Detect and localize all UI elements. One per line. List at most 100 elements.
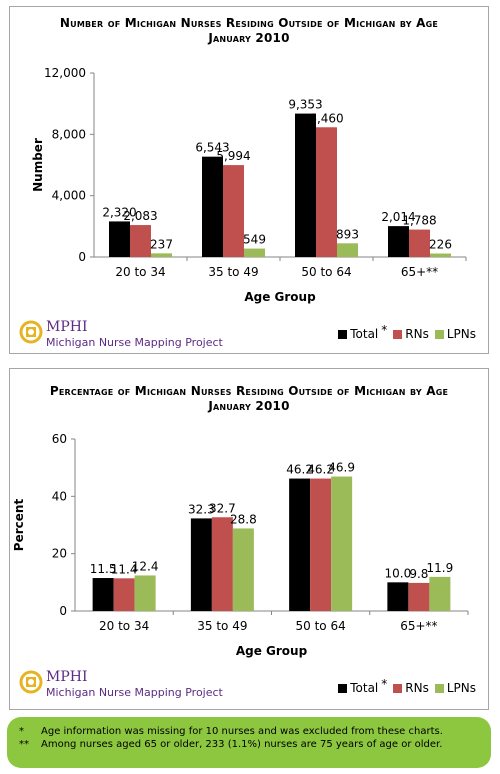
bar-total bbox=[388, 226, 409, 257]
chart-legend: Total * RNs LPNs bbox=[338, 677, 476, 696]
x-axis-label: Age Group bbox=[236, 644, 308, 658]
bar-lpns bbox=[232, 528, 254, 611]
x-tick-label: 35 to 49 bbox=[208, 265, 258, 279]
data-label: 5,994 bbox=[216, 149, 250, 163]
bar-total bbox=[190, 518, 212, 611]
data-label: 9,353 bbox=[288, 98, 322, 112]
data-label: 32.3 bbox=[188, 502, 215, 516]
chart-panel-number: Number of Michigan Nurses Residing Outsi… bbox=[9, 6, 489, 354]
legend-item-total: Total * bbox=[338, 323, 387, 341]
bar-rns bbox=[130, 225, 151, 257]
y-axis-label: Number bbox=[31, 138, 45, 192]
bar-lpns bbox=[151, 253, 172, 257]
y-tick-label: 40 bbox=[52, 489, 67, 503]
legend-label-lpns: LPNs bbox=[446, 327, 476, 341]
data-label: 10.0 bbox=[385, 566, 412, 580]
y-tick-label: 60 bbox=[52, 432, 67, 446]
legend-star: * bbox=[381, 323, 388, 337]
data-label: 11.5 bbox=[90, 562, 117, 576]
chart-percent: 0 20 40 60 Percent 11.511.412.4 20 to 34 32.332… bbox=[12, 432, 469, 658]
footnote-2: ** Among nurses aged 65 or older, 233 (1… bbox=[19, 738, 481, 751]
bar-lpns bbox=[337, 243, 358, 257]
x-tick-label: 35 to 49 bbox=[197, 619, 247, 633]
legend-item-lpns: LPNs bbox=[434, 327, 476, 341]
x-tick-label: 50 to 64 bbox=[301, 265, 351, 279]
bar-rns bbox=[223, 165, 244, 257]
y-tick-label: 0 bbox=[59, 604, 67, 618]
bar-lpns bbox=[429, 576, 451, 611]
legend-label-total: Total bbox=[350, 681, 379, 695]
bar-rns bbox=[409, 229, 430, 257]
chart-subtitle: January 2010 bbox=[208, 31, 290, 45]
data-label: 549 bbox=[243, 233, 266, 247]
data-label: 2,320 bbox=[102, 205, 136, 219]
logo-subtitle: Michigan Nurse Mapping Project bbox=[46, 336, 223, 349]
data-label: 11.4 bbox=[111, 562, 138, 576]
bar-total bbox=[295, 113, 316, 257]
legend-swatch-rns bbox=[393, 329, 403, 339]
logo-name: MPHI bbox=[46, 669, 88, 685]
bar-lpns bbox=[134, 575, 156, 611]
legend-item-lpns: LPNs bbox=[434, 681, 476, 695]
bar-total bbox=[387, 582, 409, 611]
data-label: 9.8 bbox=[409, 567, 428, 581]
x-axis-label: Age Group bbox=[244, 290, 316, 304]
bar-rns bbox=[113, 578, 135, 611]
bar-total bbox=[289, 478, 311, 611]
chart-legend: Total * RNs LPNs bbox=[338, 323, 476, 342]
legend-item-total: Total * bbox=[338, 677, 387, 695]
x-tick-label: 65+** bbox=[401, 265, 438, 279]
y-axis-label: Percent bbox=[12, 499, 26, 552]
data-label: 6,543 bbox=[195, 141, 229, 155]
footnote-text: Age information was missing for 10 nurse… bbox=[41, 726, 443, 737]
bar-rns bbox=[211, 517, 233, 611]
legend-item-rns: RNs bbox=[393, 681, 429, 695]
logo-subtitle: Michigan Nurse Mapping Project bbox=[46, 686, 223, 699]
legend-swatch-lpns bbox=[434, 683, 444, 693]
data-label: 893 bbox=[336, 227, 359, 241]
y-tick-label: 4,000 bbox=[52, 189, 86, 203]
data-label: 237 bbox=[150, 237, 173, 251]
chart-subtitle: January 2010 bbox=[208, 399, 290, 413]
data-label: 28.8 bbox=[230, 512, 257, 526]
data-label: 11.9 bbox=[427, 561, 454, 575]
x-tick-label: 20 to 34 bbox=[99, 619, 149, 633]
y-tick-label: 12,000 bbox=[44, 66, 86, 80]
logo-name: MPHI bbox=[46, 319, 88, 335]
bar-total bbox=[92, 578, 114, 611]
x-tick-label: 20 to 34 bbox=[115, 265, 165, 279]
data-label: 32.7 bbox=[209, 501, 236, 515]
bar-rns bbox=[316, 127, 337, 257]
footnote-mark: * bbox=[19, 726, 24, 737]
data-label: 46.9 bbox=[328, 461, 355, 475]
data-label: 226 bbox=[429, 238, 452, 252]
data-label: 46.2 bbox=[286, 463, 313, 477]
legend-swatch-lpns bbox=[434, 329, 444, 339]
data-label: 8,460 bbox=[309, 111, 343, 125]
data-label: 1,788 bbox=[402, 214, 436, 228]
legend-swatch-total bbox=[338, 683, 348, 693]
bar-total bbox=[202, 156, 223, 257]
y-tick-label: 20 bbox=[52, 547, 67, 561]
x-tick-label: 65+** bbox=[400, 619, 437, 633]
mphi-logo: MPHI Michigan Nurse Mapping Project bbox=[14, 667, 223, 705]
footnote-box: * Age information was missing for 10 nur… bbox=[7, 717, 491, 768]
chart-title: Percentage of Michigan Nurses Residing O… bbox=[49, 384, 449, 398]
data-label: 2,083 bbox=[123, 209, 157, 223]
legend-label-rns: RNs bbox=[405, 681, 429, 695]
footnote-1: * Age information was missing for 10 nur… bbox=[19, 725, 481, 738]
data-label: 46.2 bbox=[307, 463, 334, 477]
bar-lpns bbox=[430, 253, 451, 257]
mphi-logo: MPHI Michigan Nurse Mapping Project bbox=[14, 317, 223, 355]
y-tick-label: 8,000 bbox=[52, 127, 86, 141]
bar-rns bbox=[408, 582, 430, 611]
bar-rns bbox=[310, 478, 332, 611]
footnote-mark: ** bbox=[19, 739, 29, 750]
mphi-logo-mark-icon bbox=[19, 320, 43, 344]
legend-swatch-rns bbox=[393, 683, 403, 693]
legend-star: * bbox=[381, 677, 388, 691]
footnote-text: Among nurses aged 65 or older, 233 (1.1%… bbox=[41, 739, 443, 750]
data-label: 12.4 bbox=[132, 559, 159, 573]
legend-swatch-total bbox=[338, 329, 348, 339]
